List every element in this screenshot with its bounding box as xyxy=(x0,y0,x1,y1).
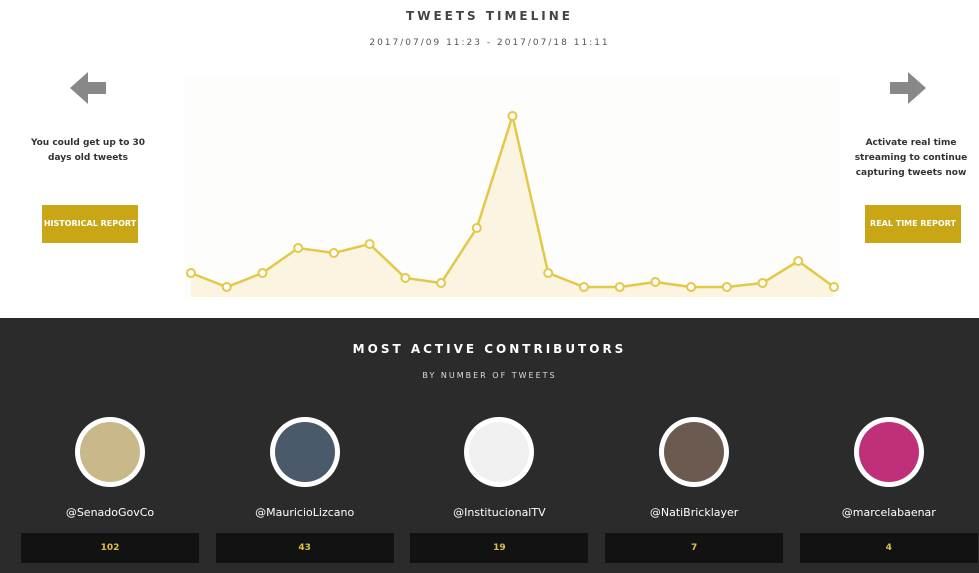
right-arrow[interactable] xyxy=(890,72,926,104)
tweet-count: 102 xyxy=(21,533,199,563)
contributors-title: MOST ACTIVE CONTRIBUTORS xyxy=(0,342,979,356)
point xyxy=(223,283,231,291)
point xyxy=(794,257,802,265)
handle: @InstitucionalTV xyxy=(404,506,594,519)
realtime-button[interactable]: REAL TIME REPORT xyxy=(865,205,961,243)
historical-button[interactable]: HISTORICAL REPORT xyxy=(42,205,138,243)
point xyxy=(401,274,409,282)
tweet-count: 4 xyxy=(800,533,978,563)
page: TWEETS TIMELINE 2017/07/09 11:23 - 2017/… xyxy=(0,0,979,573)
point xyxy=(580,283,588,291)
avatar xyxy=(73,415,147,489)
contributors-section: MOST ACTIVE CONTRIBUTORS BY NUMBER OF TW… xyxy=(0,318,979,573)
avatar xyxy=(657,415,731,489)
handle: @marcelabaenar xyxy=(794,506,979,519)
point xyxy=(187,269,195,277)
avatar-image xyxy=(664,422,724,482)
contributors-subtitle: BY NUMBER OF TWEETS xyxy=(0,371,979,380)
point xyxy=(473,224,481,232)
avatar xyxy=(268,415,342,489)
handle: @NatiBricklayer xyxy=(599,506,789,519)
point xyxy=(651,278,659,286)
avatar-image xyxy=(80,422,140,482)
point xyxy=(616,283,624,291)
point xyxy=(294,244,302,252)
handle: @SenadoGovCo xyxy=(15,506,205,519)
point xyxy=(330,249,338,257)
point xyxy=(687,283,695,291)
point xyxy=(437,279,445,287)
left-arrow[interactable] xyxy=(70,72,106,104)
tweet-count: 7 xyxy=(605,533,783,563)
point xyxy=(830,283,838,291)
tweet-count: 43 xyxy=(216,533,394,563)
avatar-image xyxy=(469,422,529,482)
left-text: You could get up to 30 days old tweets xyxy=(23,136,153,166)
avatar xyxy=(462,415,536,489)
point xyxy=(366,240,374,248)
right-text: Activate real time streaming to continue… xyxy=(843,136,979,181)
point xyxy=(509,112,517,120)
avatar-image xyxy=(859,422,919,482)
avatar-image xyxy=(275,422,335,482)
avatar xyxy=(852,415,926,489)
tweet-count: 19 xyxy=(410,533,588,563)
handle: @MauricioLizcano xyxy=(210,506,400,519)
point xyxy=(723,283,731,291)
point xyxy=(544,269,552,277)
point xyxy=(759,279,767,287)
point xyxy=(258,269,266,277)
